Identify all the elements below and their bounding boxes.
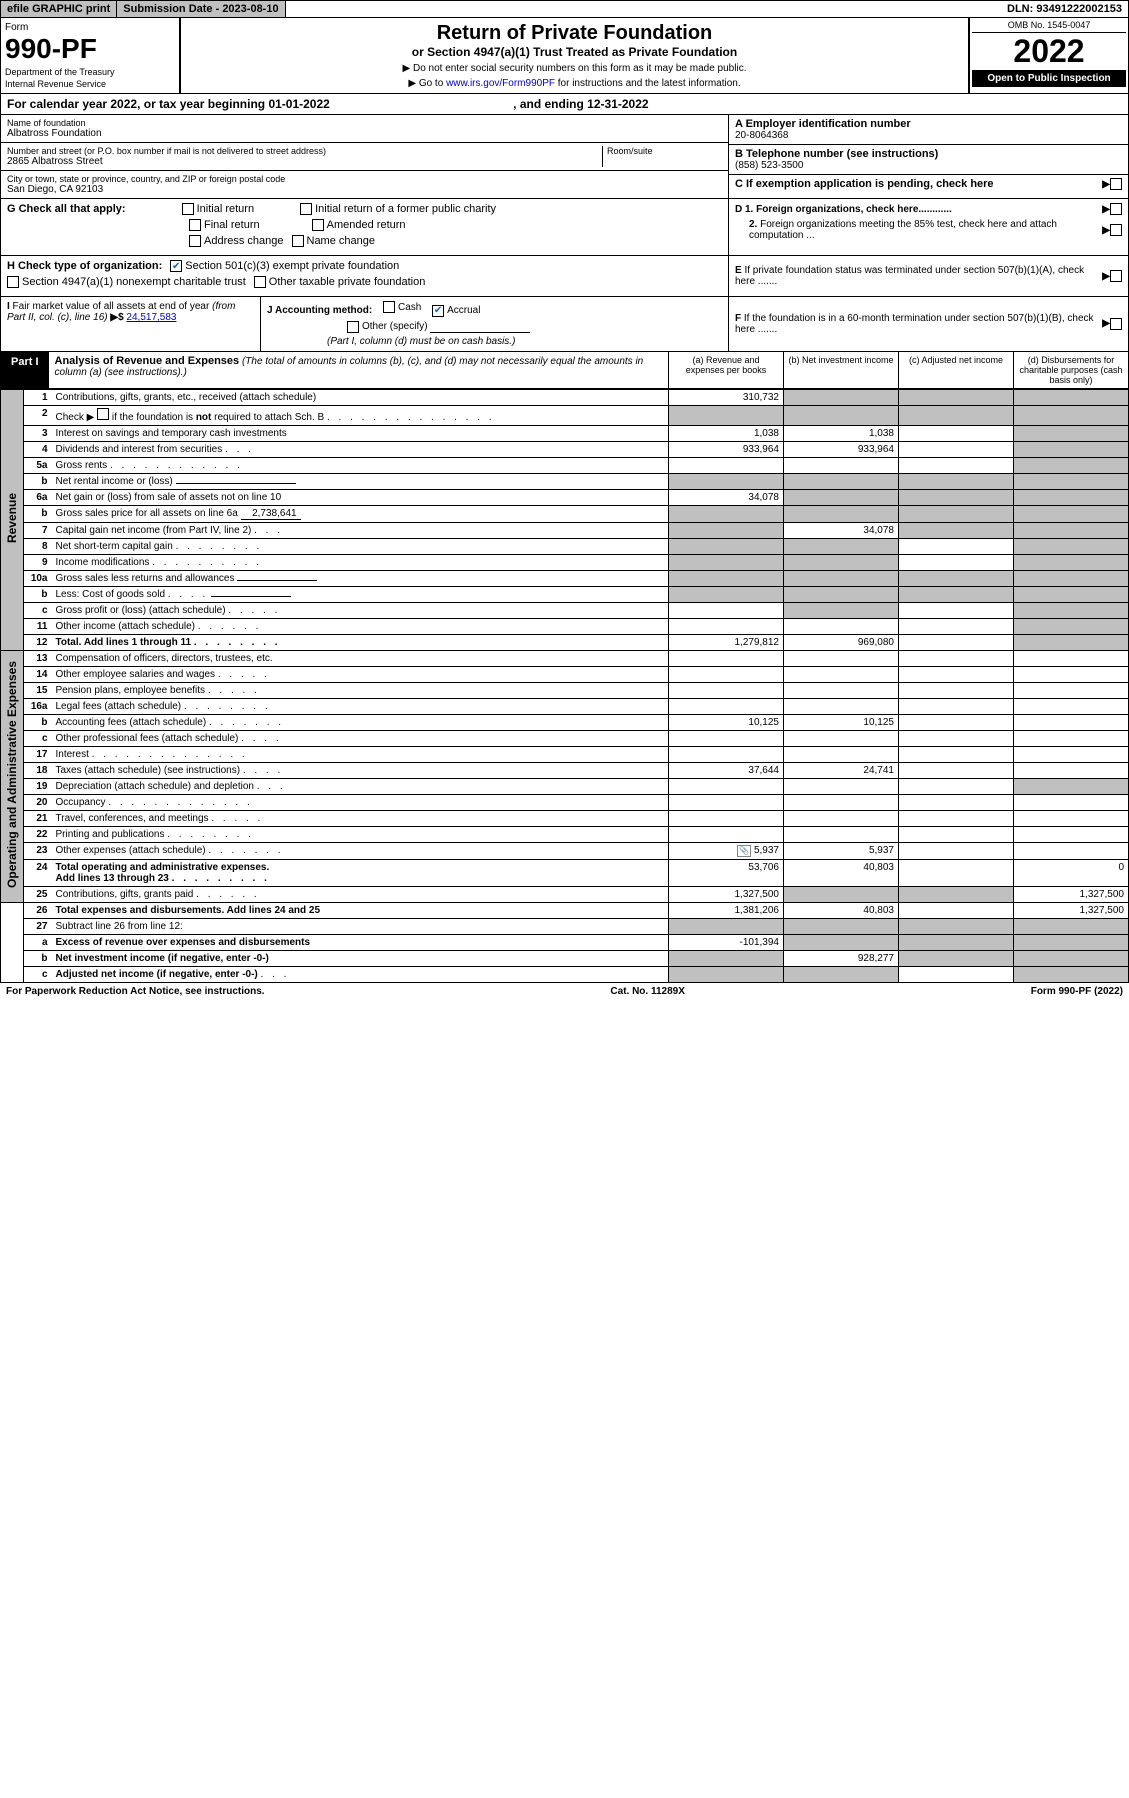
- col-a-header: (a) Revenue and expenses per books: [668, 352, 783, 388]
- chk-60month[interactable]: [1110, 318, 1122, 330]
- paperwork-notice: For Paperwork Reduction Act Notice, see …: [6, 986, 265, 997]
- part1-title: Analysis of Revenue and Expenses (The to…: [49, 352, 668, 388]
- col-d-header: (d) Disbursements for charitable purpose…: [1013, 352, 1128, 388]
- foundation-name-box: Name of foundation Albatross Foundation: [1, 115, 728, 143]
- revenue-label: Revenue: [1, 389, 24, 650]
- chk-foreign-org[interactable]: [1110, 203, 1122, 215]
- form-ref: Form 990-PF (2022): [1031, 986, 1123, 997]
- analysis-table: Revenue 1 Contributions, gifts, grants, …: [0, 389, 1129, 983]
- dln: DLN: 93491222002153: [1001, 1, 1128, 17]
- section-e: E If private foundation status was termi…: [728, 256, 1128, 296]
- section-ijf: I Fair market value of all assets at end…: [0, 297, 1129, 352]
- section-g: G Check all that apply: Initial return I…: [1, 199, 728, 255]
- phone-box: B Telephone number (see instructions) (8…: [729, 145, 1128, 175]
- chk-other-method[interactable]: [347, 321, 359, 333]
- note-goto: ▶ Go to www.irs.gov/Form990PF for instru…: [185, 78, 964, 89]
- tax-year: 2022: [972, 33, 1126, 70]
- info-section: Name of foundation Albatross Foundation …: [0, 115, 1129, 199]
- dept-irs: Internal Revenue Service: [5, 79, 175, 89]
- cat-number: Cat. No. 11289X: [610, 986, 684, 997]
- irs-link[interactable]: www.irs.gov/Form990PF: [446, 78, 555, 89]
- exemption-checkbox[interactable]: [1110, 178, 1122, 190]
- dept-treasury: Department of the Treasury: [5, 67, 175, 77]
- header-left: Form 990-PF Department of the Treasury I…: [1, 18, 181, 93]
- chk-amended-return[interactable]: [312, 219, 324, 231]
- chk-4947[interactable]: [7, 276, 19, 288]
- form-label: Form: [5, 22, 175, 33]
- section-d: D 1. Foreign organizations, check here..…: [728, 199, 1128, 255]
- col-c-header: (c) Adjusted net income: [898, 352, 1013, 388]
- exemption-pending-box: C If exemption application is pending, c…: [729, 175, 1128, 193]
- form-header: Form 990-PF Department of the Treasury I…: [0, 18, 1129, 94]
- efile-label: efile GRAPHIC print: [1, 1, 117, 17]
- chk-final-return[interactable]: [189, 219, 201, 231]
- chk-cash[interactable]: [383, 301, 395, 313]
- open-public: Open to Public Inspection: [972, 70, 1126, 87]
- form-subtitle: or Section 4947(a)(1) Trust Treated as P…: [185, 45, 964, 59]
- col-b-header: (b) Net investment income: [783, 352, 898, 388]
- expenses-label: Operating and Administrative Expenses: [1, 650, 24, 902]
- chk-501c3[interactable]: ✔: [170, 260, 182, 272]
- attachment-icon[interactable]: 📎: [737, 845, 751, 857]
- chk-terminated[interactable]: [1110, 270, 1122, 282]
- top-bar: efile GRAPHIC print Submission Date - 20…: [0, 0, 1129, 18]
- page-footer: For Paperwork Reduction Act Notice, see …: [0, 983, 1129, 1000]
- calendar-year-row: For calendar year 2022, or tax year begi…: [0, 94, 1129, 115]
- form-title: Return of Private Foundation: [185, 22, 964, 45]
- header-center: Return of Private Foundation or Section …: [181, 18, 968, 93]
- submission-date: Submission Date - 2023-08-10: [117, 1, 285, 17]
- chk-accrual[interactable]: ✔: [432, 305, 444, 317]
- chk-address-change[interactable]: [189, 235, 201, 247]
- chk-sch-b[interactable]: [97, 408, 109, 420]
- note-ssn: ▶ Do not enter social security numbers o…: [185, 63, 964, 74]
- header-right: OMB No. 1545-0047 2022 Open to Public In…: [968, 18, 1128, 93]
- chk-85pct[interactable]: [1110, 224, 1122, 236]
- part1-header: Part I Analysis of Revenue and Expenses …: [0, 352, 1129, 389]
- address-box: Number and street (or P.O. box number if…: [1, 143, 728, 171]
- section-h: H Check type of organization: ✔Section 5…: [1, 256, 728, 296]
- ein-box: A Employer identification number 20-8064…: [729, 115, 1128, 145]
- city-box: City or town, state or province, country…: [1, 171, 728, 198]
- chk-initial-former[interactable]: [300, 203, 312, 215]
- form-number: 990-PF: [5, 33, 175, 65]
- omb-number: OMB No. 1545-0047: [972, 20, 1126, 33]
- chk-name-change[interactable]: [292, 235, 304, 247]
- chk-initial-return[interactable]: [182, 203, 194, 215]
- fmv-value: 24,517,583: [126, 312, 176, 323]
- part1-label: Part I: [1, 352, 49, 388]
- chk-other-taxable[interactable]: [254, 276, 266, 288]
